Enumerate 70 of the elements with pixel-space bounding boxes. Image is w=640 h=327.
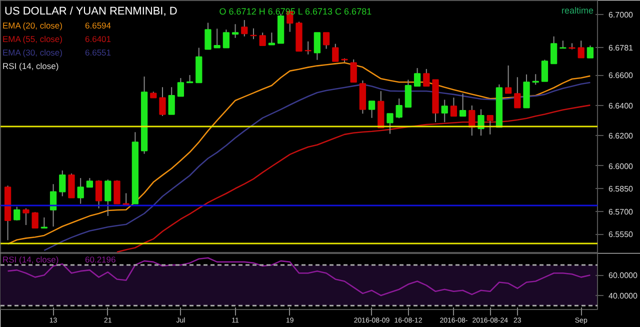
candlestick: [504, 64, 512, 94]
candlestick: [486, 114, 494, 135]
candlestick: [22, 208, 30, 226]
candlestick: [532, 74, 539, 86]
candlestick: [332, 43, 339, 62]
text: EMA (30, close): [2, 48, 63, 58]
candlestick: [514, 76, 521, 108]
y-tick-label: 60.0000: [608, 271, 638, 280]
candlestick: [232, 24, 239, 38]
candlestick: [268, 32, 276, 46]
y-tick-label: 40.0000: [608, 291, 638, 300]
candlestick: [322, 32, 330, 50]
candlestick: [32, 212, 38, 229]
candlestick: [204, 22, 212, 50]
candlestick: [350, 58, 357, 83]
text: EMA (20, close): [2, 20, 63, 30]
candlestick: [86, 178, 94, 188]
candlestick: [40, 216, 48, 229]
candlestick: [159, 86, 166, 116]
candlestick: [396, 98, 402, 119]
candlestick: [104, 179, 112, 216]
candlestick: [386, 113, 394, 134]
candlestick: [368, 100, 376, 118]
series-label: RSI (14, close): [2, 254, 59, 264]
annotation: O 6.6712 H 6.6795 L 6.6713 C 6.6781: [219, 6, 372, 16]
candlestick: [441, 99, 448, 123]
candlestick: [314, 32, 321, 60]
chart-title: US DOLLAR / YUAN RENMINBI, D: [4, 6, 178, 18]
candlestick: [114, 180, 120, 204]
candlestick: [586, 44, 594, 58]
candlestick: [168, 86, 175, 115]
text: EMA (55, close): [2, 34, 63, 44]
y-tick-label: 6.6781: [608, 44, 634, 53]
annotation: 6.6551: [85, 48, 112, 58]
annotation: RSI (14, close): [2, 61, 59, 71]
annotation: 60.2196: [85, 254, 116, 264]
candlestick: [241, 20, 248, 37]
line-series: [116, 104, 591, 253]
candlestick: [578, 40, 584, 58]
y-tick-label: 6.6000: [608, 162, 634, 171]
candlestick: [450, 97, 458, 117]
annotation: 6.6594: [85, 20, 112, 30]
candlestick: [304, 40, 312, 55]
candlestick: [478, 108, 484, 136]
candlestick: [50, 184, 57, 228]
candlestick: [222, 29, 230, 48]
y-tick-label: 6.6400: [608, 101, 634, 110]
annotation: 6.6401: [85, 34, 112, 44]
candlestick: [414, 68, 421, 87]
line-series: [44, 82, 591, 252]
y-tick-label: 6.6600: [608, 71, 634, 80]
candlestick: [214, 28, 220, 48]
candlestick: [68, 173, 75, 198]
candlestick: [259, 32, 266, 46]
candlestick: [459, 93, 466, 117]
candlestick: [177, 78, 184, 97]
y-tick-label: 6.7000: [608, 10, 634, 20]
candlestick: [550, 36, 558, 64]
candlestick: [59, 170, 66, 197]
candlestick: [423, 68, 430, 87]
candlestick: [404, 79, 412, 108]
annotation: realtime: [561, 6, 594, 16]
y-tick-label: 6.5850: [608, 184, 634, 194]
candlestick: [77, 178, 84, 204]
candlestick: [541, 59, 548, 82]
candlestick: [95, 180, 102, 209]
y-tick-label: 6.5550: [608, 230, 634, 240]
y-tick-label: 6.6200: [608, 132, 634, 141]
y-tick-label: 6.5700: [608, 207, 634, 216]
candlestick: [14, 206, 20, 221]
